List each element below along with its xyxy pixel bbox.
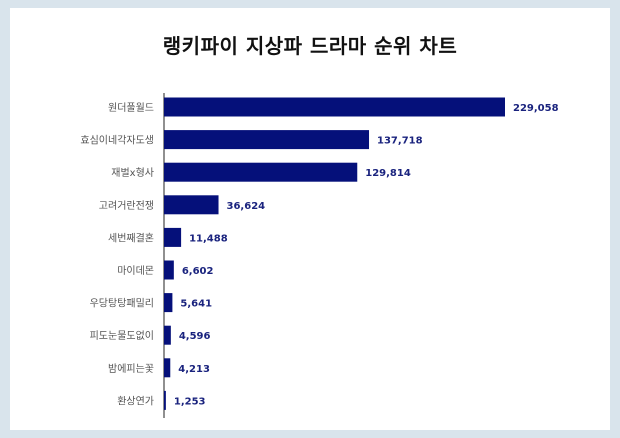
chart-card: 랭키파이 지상파 드라마 순위 차트 원더풀월드 229,058 효심이네각자도생 1… bbox=[10, 8, 610, 430]
bar bbox=[164, 195, 219, 215]
bar bbox=[164, 260, 174, 280]
value-label: 1,253 bbox=[174, 396, 206, 407]
value-label: 229,058 bbox=[513, 103, 559, 114]
bar bbox=[164, 325, 171, 345]
value-label: 11,488 bbox=[189, 233, 228, 244]
value-label: 137,718 bbox=[377, 136, 423, 147]
bar bbox=[164, 130, 370, 150]
value-label: 129,814 bbox=[365, 168, 411, 179]
category-label: 우당탕탕패밀리 bbox=[90, 298, 154, 310]
bar bbox=[164, 293, 173, 313]
category-label: 효심이네각자도생 bbox=[80, 135, 154, 147]
value-label: 4,596 bbox=[179, 331, 211, 342]
bar bbox=[164, 227, 182, 247]
category-label: 피도눈물도없이 bbox=[90, 329, 154, 342]
bar bbox=[164, 390, 166, 410]
value-label: 5,641 bbox=[180, 299, 212, 310]
chart-title: 랭키파이 지상파 드라마 순위 차트 bbox=[162, 34, 458, 58]
bar-chart: 원더풀월드 229,058 효심이네각자도생 137,718 재벌x형사 129,814 고… bbox=[80, 93, 559, 418]
category-label: 밤에피는꽃 bbox=[108, 363, 154, 375]
category-label: 세번째결혼 bbox=[108, 231, 154, 244]
bar bbox=[164, 97, 505, 117]
category-label: 원더풀월드 bbox=[108, 102, 154, 114]
category-label: 환상연가 bbox=[117, 395, 154, 407]
bar bbox=[164, 358, 171, 378]
value-label: 4,213 bbox=[178, 364, 210, 375]
value-label: 6,602 bbox=[182, 266, 214, 277]
bar bbox=[164, 162, 358, 182]
category-label: 재벌x형사 bbox=[111, 167, 154, 179]
category-label: 고려거란전쟁 bbox=[99, 200, 154, 212]
value-label: 36,624 bbox=[227, 201, 266, 212]
category-label: 마이데몬 bbox=[117, 265, 154, 277]
